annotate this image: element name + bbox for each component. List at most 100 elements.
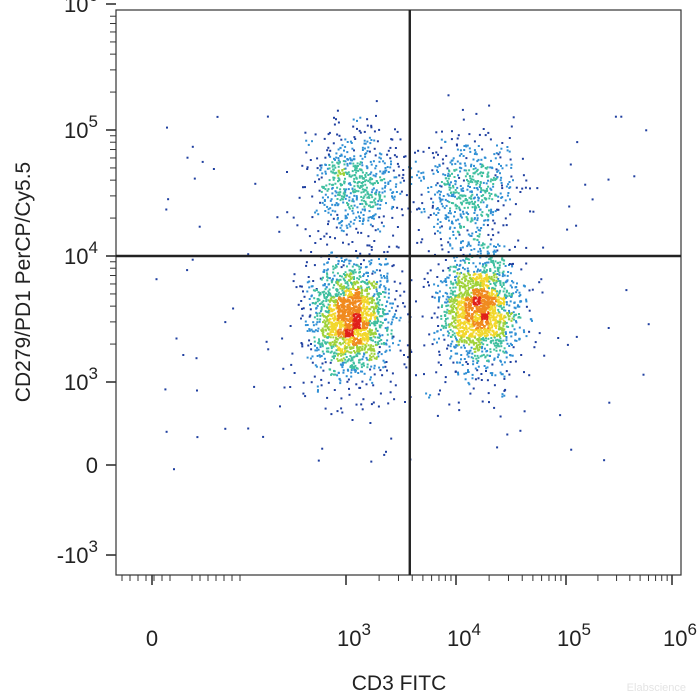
event-dot bbox=[313, 264, 316, 267]
event-dot bbox=[476, 345, 478, 348]
event-dot bbox=[389, 380, 392, 383]
event-dot bbox=[459, 194, 462, 197]
event-dot bbox=[400, 190, 403, 193]
event-dot bbox=[352, 284, 355, 287]
event-dot bbox=[391, 138, 394, 141]
event-dot bbox=[489, 166, 492, 169]
event-dot bbox=[454, 191, 457, 194]
event-dot bbox=[438, 290, 441, 293]
event-dot bbox=[465, 340, 468, 343]
event-dot bbox=[364, 344, 367, 347]
event-dot bbox=[445, 301, 448, 304]
event-dot bbox=[433, 331, 436, 334]
event-dot bbox=[341, 172, 344, 175]
event-dot bbox=[335, 171, 338, 174]
event-dot bbox=[464, 307, 467, 310]
event-dot bbox=[360, 370, 362, 373]
event-dot bbox=[386, 262, 389, 265]
event-dot bbox=[570, 448, 573, 451]
event-dot bbox=[365, 314, 368, 316]
event-dot bbox=[489, 283, 492, 285]
event-dot bbox=[356, 332, 359, 335]
event-dot bbox=[337, 291, 340, 294]
event-dot bbox=[361, 348, 364, 351]
event-dot bbox=[479, 201, 482, 204]
event-dot bbox=[518, 326, 521, 329]
event-dot bbox=[488, 275, 491, 278]
event-dot bbox=[496, 249, 499, 252]
event-dot bbox=[336, 161, 339, 164]
event-dot bbox=[373, 240, 376, 242]
event-dot bbox=[317, 459, 320, 462]
event-dot bbox=[331, 171, 334, 174]
event-dot bbox=[351, 209, 354, 212]
event-dot bbox=[363, 298, 366, 301]
event-dot bbox=[391, 372, 394, 375]
event-dot bbox=[493, 319, 496, 321]
event-dot bbox=[342, 174, 345, 176]
event-dot bbox=[475, 284, 478, 287]
event-dot bbox=[336, 338, 339, 341]
event-dot bbox=[481, 345, 484, 348]
event-dot bbox=[472, 289, 474, 292]
event-dot bbox=[370, 299, 373, 302]
event-dot bbox=[365, 328, 368, 331]
event-dot bbox=[444, 322, 447, 325]
event-dot bbox=[452, 326, 455, 329]
event-dot bbox=[382, 359, 385, 362]
event-dot bbox=[340, 195, 343, 198]
event-dot bbox=[333, 300, 336, 302]
event-dot bbox=[358, 268, 361, 271]
event-dot bbox=[366, 281, 369, 284]
event-dot bbox=[328, 299, 331, 302]
event-dot bbox=[361, 370, 364, 373]
event-dot bbox=[313, 344, 316, 347]
event-dot bbox=[484, 328, 487, 331]
event-dot bbox=[441, 304, 444, 307]
event-dot bbox=[431, 152, 434, 155]
event-dot bbox=[354, 169, 356, 172]
event-dot bbox=[358, 265, 361, 268]
event-dot bbox=[491, 372, 494, 375]
event-dot bbox=[447, 296, 450, 299]
event-dot bbox=[418, 176, 421, 179]
event-dot bbox=[473, 212, 476, 214]
event-dot bbox=[330, 328, 332, 331]
event-dot bbox=[361, 202, 364, 205]
event-dot bbox=[463, 268, 466, 271]
event-dot bbox=[318, 292, 321, 295]
event-dot bbox=[483, 288, 485, 290]
event-dot bbox=[367, 338, 370, 341]
event-dot bbox=[489, 318, 492, 321]
event-dot bbox=[328, 277, 331, 280]
event-dot bbox=[490, 188, 493, 191]
event-dot bbox=[460, 336, 463, 339]
event-dot bbox=[465, 211, 468, 214]
event-dot bbox=[293, 372, 296, 374]
event-dot bbox=[342, 160, 345, 163]
event-dot bbox=[330, 333, 333, 336]
event-dot bbox=[346, 280, 349, 283]
event-dot bbox=[351, 329, 354, 332]
event-dot bbox=[519, 429, 522, 432]
event-dot bbox=[340, 318, 343, 321]
event-dot bbox=[374, 305, 377, 308]
event-dot bbox=[164, 388, 167, 391]
event-dot bbox=[477, 145, 480, 147]
event-dot bbox=[337, 121, 340, 124]
event-dot bbox=[361, 161, 363, 164]
event-dot bbox=[361, 345, 364, 348]
event-dot bbox=[326, 189, 329, 192]
event-dot bbox=[344, 167, 347, 170]
event-dot bbox=[459, 321, 462, 324]
event-dot bbox=[356, 182, 359, 184]
event-dot bbox=[451, 330, 454, 333]
event-dot bbox=[489, 180, 492, 183]
event-dot bbox=[457, 134, 460, 137]
event-dot bbox=[359, 116, 362, 119]
event-dot bbox=[315, 365, 318, 368]
event-dot bbox=[337, 180, 340, 183]
event-dot bbox=[494, 306, 497, 309]
event-dot bbox=[276, 216, 279, 219]
event-dot bbox=[387, 181, 390, 184]
